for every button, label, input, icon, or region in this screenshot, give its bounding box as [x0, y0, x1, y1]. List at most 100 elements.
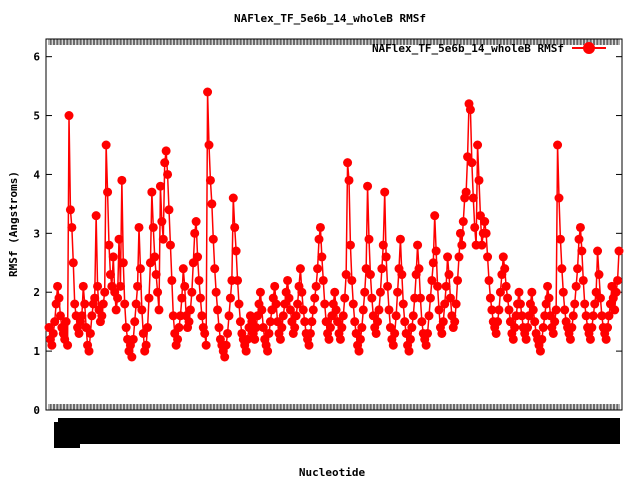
data-point [455, 228, 465, 238]
data-point [137, 305, 147, 315]
data-point [441, 281, 451, 291]
data-point [64, 111, 74, 121]
data-point [530, 317, 540, 327]
data-point [493, 317, 503, 327]
data-point [501, 281, 511, 291]
y-axis: 0 1 2 3 4 5 6 [33, 51, 622, 417]
data-point [194, 275, 204, 285]
data-point [544, 293, 554, 303]
data-point [454, 252, 464, 262]
data-point [184, 317, 194, 327]
data-point [603, 323, 613, 333]
data-point [177, 293, 187, 303]
x-tick-labels-overlapping [58, 418, 620, 444]
data-point [405, 334, 415, 344]
data-point [205, 175, 215, 185]
data-point [508, 334, 518, 344]
data-point [93, 281, 103, 291]
data-point [307, 317, 317, 327]
data-point [284, 293, 294, 303]
data-point [474, 175, 484, 185]
data-point [225, 293, 235, 303]
data-point [295, 264, 305, 274]
data-point [444, 270, 454, 280]
data-point [548, 328, 558, 338]
data-point [397, 270, 407, 280]
data-point [528, 305, 538, 315]
data-point [313, 264, 323, 274]
data-point [314, 234, 324, 244]
data-point [47, 340, 57, 350]
data-point [438, 317, 448, 327]
data-point [191, 217, 201, 227]
data-point [538, 323, 548, 333]
data-point [317, 252, 327, 262]
data-point [338, 311, 348, 321]
data-point [293, 299, 303, 309]
data-point [324, 334, 334, 344]
data-point [310, 293, 320, 303]
data-point [430, 211, 440, 221]
data-point [263, 346, 273, 356]
data-point [305, 328, 315, 338]
data-point [423, 328, 433, 338]
data-point [117, 175, 127, 185]
data-point [567, 323, 577, 333]
data-point [228, 193, 238, 203]
data-point [421, 340, 431, 350]
data-point [443, 252, 453, 262]
data-point [345, 240, 355, 250]
data-point [204, 140, 214, 150]
data-point [597, 311, 607, 321]
data-point [390, 328, 400, 338]
data-point [383, 281, 393, 291]
data-point [555, 234, 565, 244]
data-point [111, 305, 121, 315]
data-point [104, 240, 114, 250]
data-point [108, 252, 118, 262]
data-point [98, 299, 108, 309]
data-point [344, 175, 354, 185]
data-point [241, 346, 251, 356]
data-point [208, 234, 218, 244]
data-point [258, 323, 268, 333]
x-axis-label: Nucleotide [299, 466, 366, 479]
data-point [130, 317, 140, 327]
data-point [570, 299, 580, 309]
data-point [543, 281, 553, 291]
data-point [113, 293, 123, 303]
data-point [415, 293, 425, 303]
data-point [523, 323, 533, 333]
data-point [114, 234, 124, 244]
data-point [298, 305, 308, 315]
data-point [90, 293, 100, 303]
legend: NAFlex_TF_5e6b_14_wholeB RMSf [372, 42, 606, 55]
data-point [135, 264, 145, 274]
data-point [487, 305, 497, 315]
data-point [285, 305, 295, 315]
data-point [610, 305, 620, 315]
data-point [91, 211, 101, 221]
data-point [458, 217, 468, 227]
data-point [118, 258, 128, 268]
data-point [404, 346, 414, 356]
data-point [278, 311, 288, 321]
data-point [85, 328, 95, 338]
data-point [381, 252, 391, 262]
data-point [461, 187, 471, 197]
data-point [371, 328, 381, 338]
data-point [341, 270, 351, 280]
data-point [68, 258, 78, 268]
data-point [568, 311, 578, 321]
data-point [485, 293, 495, 303]
data-point [483, 252, 493, 262]
data-point [127, 352, 137, 362]
data-point [374, 305, 384, 315]
y-tick-label: 4 [33, 168, 40, 181]
data-point [173, 334, 183, 344]
data-point [87, 311, 97, 321]
data-point [147, 187, 157, 197]
data-point [484, 275, 494, 285]
data-point [230, 222, 240, 232]
data-point [243, 334, 253, 344]
